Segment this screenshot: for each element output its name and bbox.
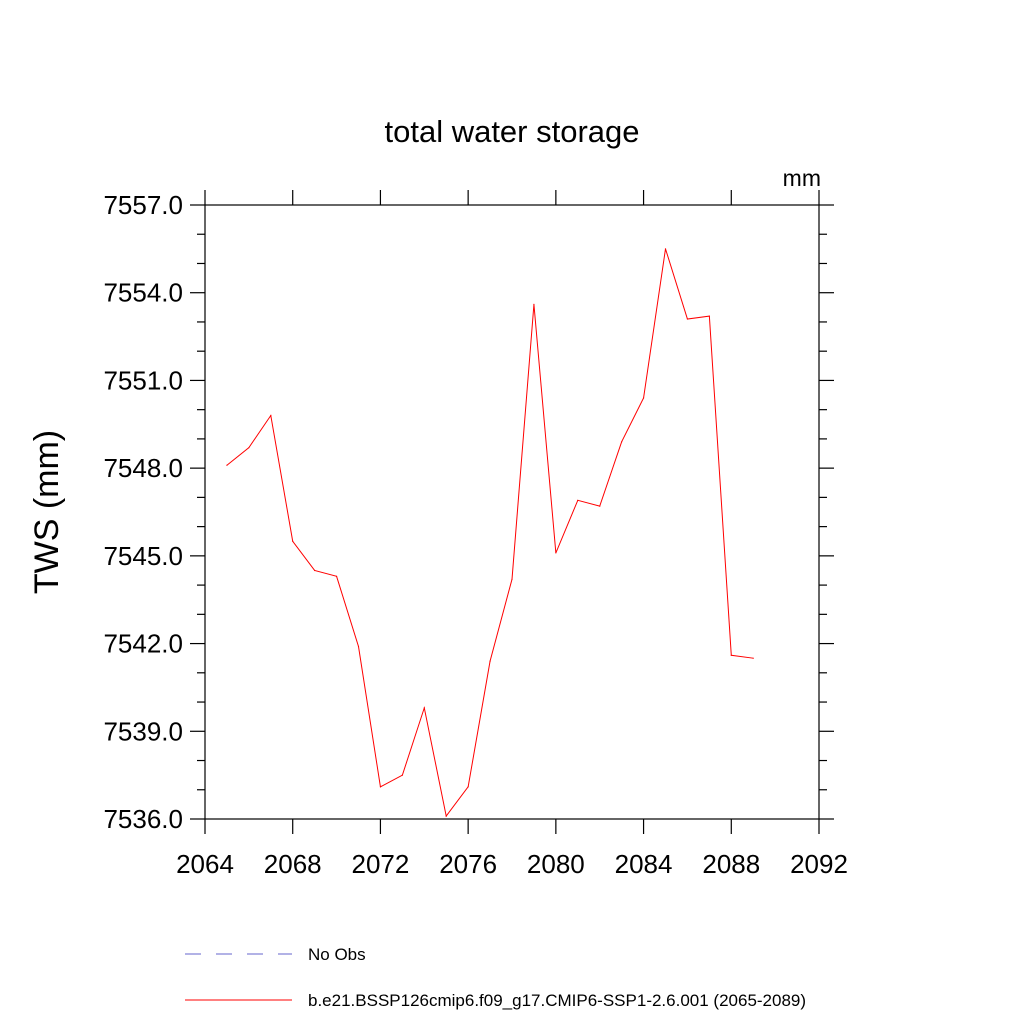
x-tick-label: 2076 — [439, 849, 497, 879]
data-point — [357, 645, 360, 648]
legend-label: b.e21.BSSP126cmip6.f09_g17.CMIP6-SSP1-2.… — [308, 991, 806, 1010]
plot-series — [226, 248, 754, 818]
data-point — [445, 815, 447, 817]
y-tick-label: 7536.0 — [103, 804, 183, 834]
data-point — [314, 569, 316, 572]
y-tick-label: 7545.0 — [103, 541, 183, 571]
data-point — [730, 654, 732, 656]
x-tick-label: 2084 — [615, 849, 673, 879]
data-point — [226, 464, 228, 466]
y-tick-label: 7548.0 — [103, 453, 183, 483]
data-point — [708, 315, 710, 317]
axis-ticks — [190, 190, 834, 834]
x-tick-label: 2088 — [702, 849, 760, 879]
x-tick-label: 2092 — [790, 849, 848, 879]
data-point — [533, 303, 535, 306]
data-point — [577, 499, 579, 501]
data-point — [248, 447, 250, 449]
y-tick-label: 7551.0 — [103, 365, 183, 395]
data-point — [401, 774, 403, 776]
data-point — [511, 578, 513, 580]
x-tick-label: 2072 — [352, 849, 410, 879]
axis-tick-labels: 2064 2068 2072 2076 2080 2084 2088 2092 7536.0 75… — [103, 190, 847, 879]
plot-frame — [204, 204, 820, 820]
data-point — [686, 318, 689, 320]
data-point — [467, 786, 469, 788]
data-point — [664, 248, 667, 250]
data-point — [489, 660, 491, 662]
data-point — [292, 540, 294, 542]
data-point — [621, 441, 623, 443]
data-point — [270, 414, 272, 417]
data-point — [555, 552, 557, 554]
x-tick-label: 2080 — [527, 849, 585, 879]
data-point — [335, 575, 338, 577]
data-point — [599, 505, 601, 507]
y-tick-label: 7554.0 — [103, 278, 183, 308]
legend: No Obs b.e21.BSSP126cmip6.f09_g17.CMIP6-S… — [185, 945, 806, 1010]
x-tick-label: 2064 — [176, 849, 234, 879]
units-label: mm — [783, 165, 821, 191]
data-point — [642, 397, 645, 399]
x-tick-label: 2068 — [264, 849, 322, 879]
legend-label: No Obs — [308, 945, 366, 964]
data-point — [379, 786, 382, 788]
y-tick-label: 7539.0 — [103, 716, 183, 746]
y-tick-label: 7542.0 — [103, 629, 183, 659]
data-point — [752, 657, 754, 659]
chart-title: total water storage — [384, 114, 639, 149]
data-point — [423, 707, 425, 709]
y-tick-label: 7557.0 — [103, 190, 183, 220]
y-axis-title: TWS (mm) — [28, 430, 66, 594]
series-line — [226, 248, 754, 818]
